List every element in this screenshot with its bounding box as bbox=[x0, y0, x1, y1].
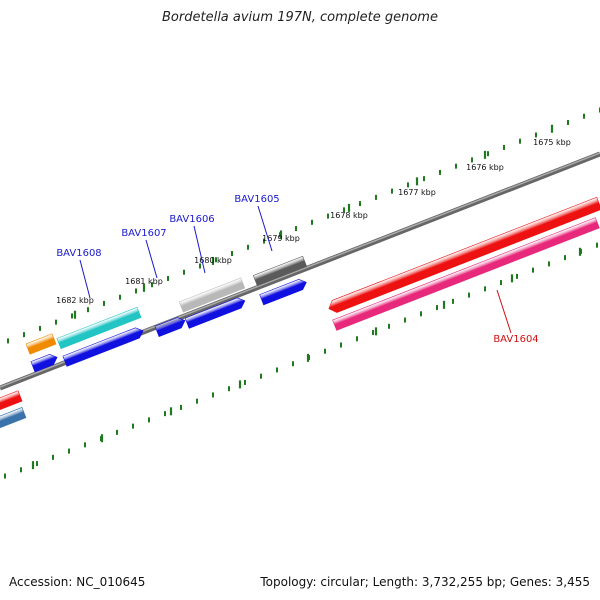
gene-body bbox=[30, 354, 58, 373]
gene-body bbox=[328, 196, 600, 313]
tick-label: 1677 kbp bbox=[398, 188, 436, 197]
gene-BAV1606-inner bbox=[184, 297, 246, 329]
gene-body bbox=[62, 327, 144, 367]
gene-body bbox=[332, 217, 600, 331]
gene-steelblue-fragment bbox=[0, 407, 27, 429]
tick-label: 1676 kbp bbox=[466, 163, 504, 172]
gene-orange-feature bbox=[25, 333, 57, 355]
tick-label: 1678 kbp bbox=[330, 211, 368, 220]
tick-label: 1681 kbp bbox=[125, 277, 163, 286]
gene-label: BAV1606 bbox=[169, 214, 214, 225]
gene-label: BAV1605 bbox=[234, 194, 279, 205]
gene-red-fragment bbox=[0, 390, 23, 412]
tick-label: 1675 kbp bbox=[533, 138, 571, 147]
gene-body bbox=[0, 407, 27, 429]
gene-blue-small bbox=[30, 354, 58, 373]
map-title: Bordetella avium 197N, complete genome bbox=[162, 10, 438, 25]
leader-line bbox=[496, 289, 512, 334]
gene-BAV1606-outer bbox=[178, 277, 246, 313]
gene-body bbox=[0, 390, 23, 412]
gene-blue-mid bbox=[154, 317, 186, 337]
gene-body bbox=[25, 333, 57, 355]
gene-label: BAV1608 bbox=[56, 248, 101, 259]
gene-body bbox=[178, 277, 246, 313]
leader-line bbox=[257, 205, 273, 252]
outer-tick-ring bbox=[7, 107, 600, 344]
gene-BAV1604-pink bbox=[332, 217, 600, 331]
leader-line bbox=[145, 239, 158, 279]
tick-label: 1679 kbp bbox=[262, 234, 300, 243]
gene-body bbox=[252, 255, 308, 287]
tick-label: 1682 kbp bbox=[56, 296, 94, 305]
gene-body bbox=[154, 317, 186, 337]
gene-body bbox=[259, 279, 307, 306]
accession-text: Accession: NC_010645 bbox=[9, 575, 146, 589]
genome-summary-text: Topology: circular; Length: 3,732,255 bp… bbox=[260, 575, 590, 589]
gene-label: BAV1604 bbox=[493, 334, 538, 345]
gene-body bbox=[184, 297, 246, 329]
gene-BAV1608 bbox=[56, 306, 142, 350]
gene-BAV1605-outer bbox=[252, 255, 308, 287]
leader-line bbox=[193, 225, 206, 274]
gene-BAV1608-inner bbox=[62, 327, 144, 367]
leader-line bbox=[79, 259, 91, 299]
gene-body bbox=[56, 306, 142, 350]
gene-BAV1604-red bbox=[328, 196, 600, 313]
inner-tick-ring bbox=[4, 242, 598, 479]
tick-label: 1680 kbp bbox=[194, 256, 232, 265]
gene-label: BAV1607 bbox=[121, 228, 166, 239]
gene-BAV1605-inner bbox=[259, 279, 307, 306]
